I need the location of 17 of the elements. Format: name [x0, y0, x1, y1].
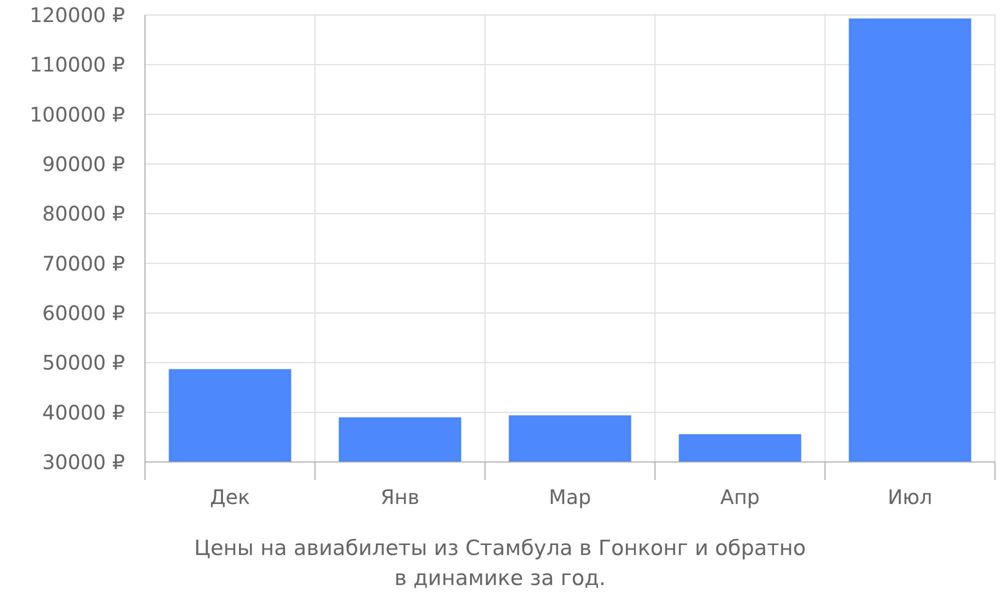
y-tick-label: 40000 ₽ [42, 400, 126, 424]
y-tick-label: 80000 ₽ [42, 202, 126, 226]
y-tick-label: 50000 ₽ [42, 350, 126, 375]
y-tick-label: 30000 ₽ [42, 450, 126, 474]
x-tick-label: Июл [888, 485, 932, 509]
y-tick-label: 70000 ₽ [42, 251, 126, 276]
y-tick-label: 90000 ₽ [42, 152, 126, 176]
y-tick-label: 100000 ₽ [30, 102, 126, 126]
y-tick-label: 110000 ₽ [30, 52, 126, 77]
y-tick-label: 120000 ₽ [30, 3, 126, 27]
text: Цены на авиабилеты из Стамбула в Гонконг и обратно [194, 536, 806, 560]
x-tick-label: Янв [380, 485, 420, 509]
x-tick-label: Дек [210, 485, 250, 509]
x-tick-label: Апр [720, 485, 760, 509]
text: в динамике за год. [394, 566, 606, 590]
x-tick-label: Мар [548, 485, 592, 509]
y-tick-label: 60000 ₽ [42, 301, 126, 325]
